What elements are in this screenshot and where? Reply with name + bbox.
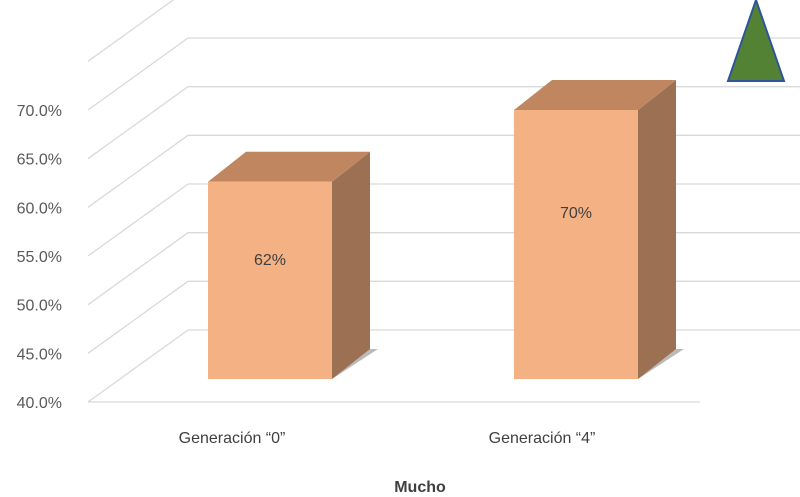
- category-label: Generación “0”: [179, 430, 286, 447]
- y-tick-label: 40.0%: [17, 395, 62, 412]
- y-tick-label: 50.0%: [17, 298, 62, 315]
- data-label: 70%: [560, 205, 592, 222]
- y-axis-ticks: 40.0% 45.0% 50.0% 55.0% 60.0% 65.0% 70.0…: [17, 103, 62, 412]
- bar-top: [514, 80, 676, 110]
- bar-side: [332, 151, 370, 379]
- up-triangle-icon: [726, 0, 786, 82]
- data-labels: 62% 70%: [254, 205, 592, 269]
- y-tick-label: 60.0%: [17, 200, 62, 217]
- gridline-wall: [87, 0, 175, 62]
- bar: [514, 110, 638, 379]
- gridline-wall: [87, 86, 189, 160]
- bars: [208, 80, 684, 379]
- bar: [208, 181, 332, 379]
- x-axis-title: Mucho: [394, 479, 446, 496]
- y-tick-label: 65.0%: [17, 152, 62, 169]
- data-label: 62%: [254, 252, 286, 269]
- grid-lines: [87, 0, 800, 403]
- y-tick-label: 55.0%: [17, 249, 62, 266]
- gridline-wall: [87, 37, 189, 111]
- gridline-wall: [87, 134, 189, 208]
- gridline-wall: [87, 280, 189, 354]
- y-tick-label: 45.0%: [17, 346, 62, 363]
- bar-side: [638, 80, 676, 379]
- gridline-wall: [87, 183, 189, 257]
- category-label: Generación “4”: [489, 430, 596, 447]
- gridline-wall: [87, 232, 189, 306]
- bar-top: [208, 151, 370, 182]
- y-tick-label: 70.0%: [17, 103, 62, 120]
- gridline-wall: [87, 329, 189, 403]
- x-axis-categories: Generación “0” Generación “4”: [179, 430, 596, 447]
